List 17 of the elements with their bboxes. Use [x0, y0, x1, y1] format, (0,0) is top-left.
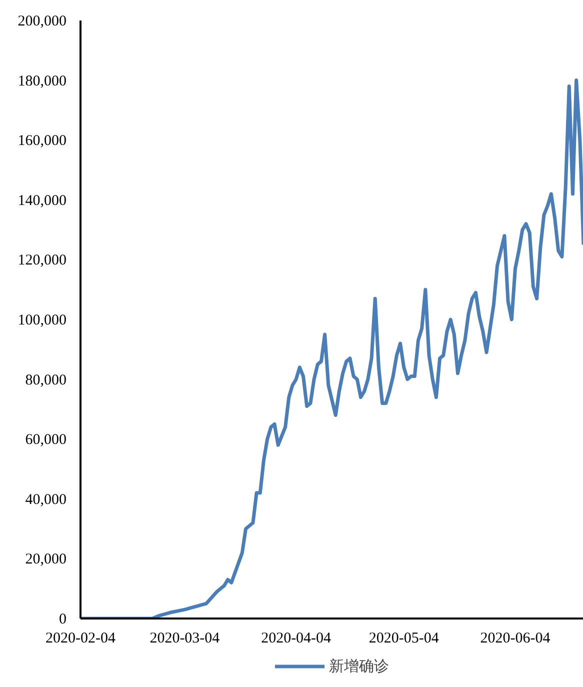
y-tick-label: 80,000	[25, 372, 66, 388]
y-tick-label: 160,000	[18, 133, 66, 150]
y-tick-label: 0	[59, 612, 66, 628]
y-tick-label: 180,000	[18, 73, 66, 90]
y-tick-label: 40,000	[25, 492, 66, 508]
legend-label: 新增确诊	[329, 658, 389, 676]
x-tick-label: 2020-03-04	[150, 630, 220, 646]
y-tick-label: 60,000	[25, 432, 66, 448]
x-tick-label: 2020-05-04	[368, 630, 440, 646]
x-tick-label: 2020-06-04	[480, 630, 551, 646]
y-tick-label: 120,000	[18, 252, 66, 269]
y-tick-label: 20,000	[25, 552, 66, 568]
y-tick-label: 140,000	[18, 192, 66, 209]
x-tick-label: 2020-02-04	[46, 630, 116, 646]
y-tick-label: 200,000	[18, 14, 66, 30]
y-tick-label: 100,000	[18, 312, 66, 328]
x-tick-label: 2020-04-04	[261, 630, 332, 646]
